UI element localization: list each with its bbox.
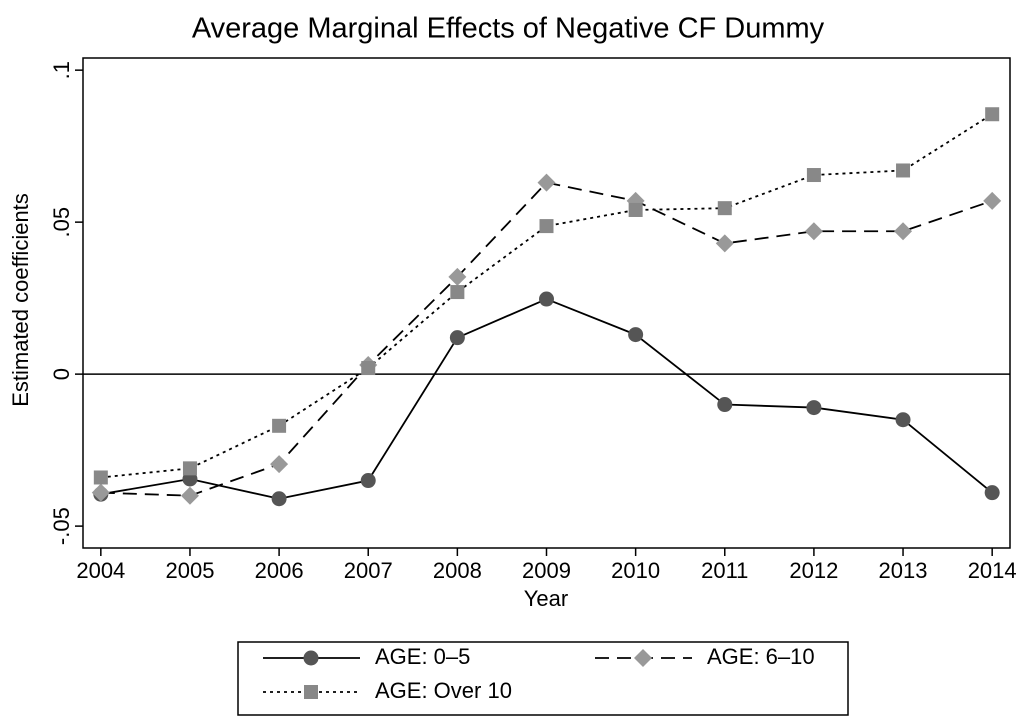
marker bbox=[91, 483, 110, 502]
x-tick-label: 2013 bbox=[879, 558, 928, 583]
legend-label: AGE: 0–5 bbox=[375, 644, 470, 669]
y-tick-label: .05 bbox=[49, 207, 74, 238]
x-axis-label: Year bbox=[524, 586, 568, 611]
marker bbox=[537, 173, 556, 192]
legend-marker bbox=[634, 649, 652, 667]
marker bbox=[715, 234, 734, 253]
marker bbox=[983, 191, 1002, 210]
marker bbox=[717, 201, 732, 216]
marker bbox=[984, 485, 1000, 501]
legend-box bbox=[237, 641, 849, 716]
series-line bbox=[100, 113, 993, 479]
legend-marker bbox=[304, 685, 318, 699]
marker bbox=[448, 267, 467, 286]
legend-label: AGE: Over 10 bbox=[375, 678, 512, 703]
marker bbox=[895, 412, 911, 428]
chart-title: Average Marginal Effects of Negative CF … bbox=[192, 13, 825, 45]
marker bbox=[539, 219, 554, 234]
marker bbox=[985, 107, 1000, 122]
y-tick-label: -.05 bbox=[49, 507, 74, 545]
x-tick-label: 2006 bbox=[255, 558, 304, 583]
marker bbox=[894, 222, 913, 241]
marker bbox=[449, 330, 465, 346]
x-tick-label: 2009 bbox=[522, 558, 571, 583]
y-axis-label: Estimated coefficients bbox=[8, 193, 33, 407]
marker bbox=[628, 327, 644, 343]
marker bbox=[360, 473, 376, 489]
x-tick-label: 2007 bbox=[344, 558, 393, 583]
marker bbox=[93, 470, 108, 485]
marker bbox=[628, 202, 643, 217]
marker bbox=[361, 361, 376, 376]
x-tick-label: 2005 bbox=[165, 558, 214, 583]
marker bbox=[180, 486, 199, 505]
marker bbox=[804, 222, 823, 241]
legend-marker bbox=[303, 650, 319, 666]
legend-label: AGE: 6–10 bbox=[707, 644, 815, 669]
y-tick-label: 0 bbox=[49, 368, 74, 380]
marker bbox=[182, 461, 197, 476]
marker bbox=[806, 168, 821, 183]
marker bbox=[270, 455, 289, 474]
y-tick-label: .1 bbox=[49, 61, 74, 79]
marker bbox=[539, 291, 554, 307]
x-tick-label: 2014 bbox=[968, 558, 1017, 583]
marker bbox=[271, 491, 287, 507]
marker bbox=[717, 397, 733, 413]
marker bbox=[806, 400, 822, 416]
marker bbox=[272, 418, 287, 433]
x-tick-label: 2004 bbox=[76, 558, 125, 583]
marker bbox=[896, 163, 911, 178]
marker bbox=[450, 285, 465, 300]
x-tick-label: 2010 bbox=[611, 558, 660, 583]
x-tick-label: 2011 bbox=[701, 558, 748, 583]
x-tick-label: 2012 bbox=[789, 558, 838, 583]
x-tick-label: 2008 bbox=[433, 558, 482, 583]
